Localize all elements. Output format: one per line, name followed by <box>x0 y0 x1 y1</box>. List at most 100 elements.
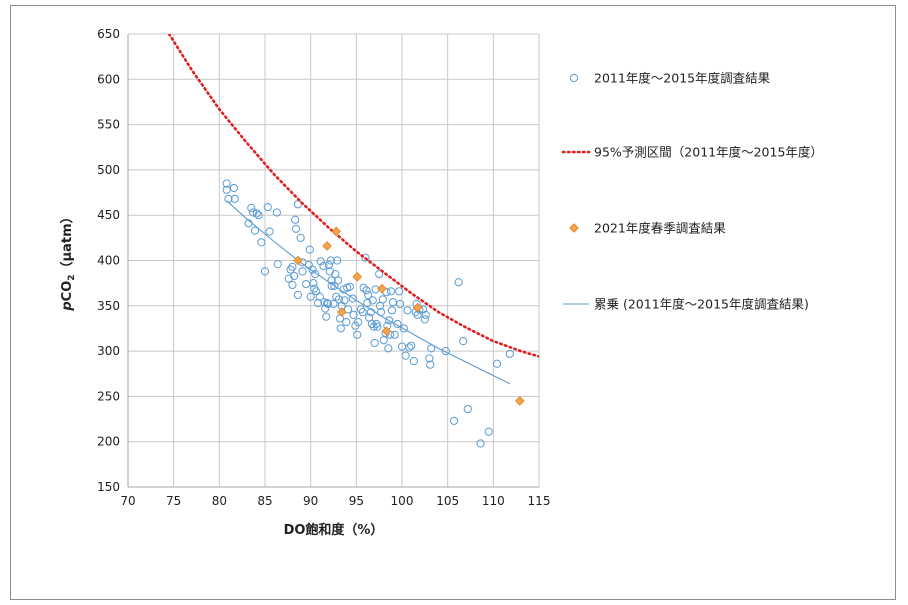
data-point-survey-2011-2015 <box>405 343 414 352</box>
data-point-survey-2011-2015 <box>409 356 418 366</box>
y-axis-title-subscript: 2 <box>67 274 77 280</box>
data-point-survey-2011-2015 <box>321 304 330 313</box>
y-axis-title: pCO2（µatm） <box>59 210 77 311</box>
data-point-survey-2011-2015 <box>425 354 434 363</box>
y-tick-label: 650 <box>97 27 120 41</box>
x-tick-label: 90 <box>303 494 318 508</box>
data-point-spring-2021 <box>331 226 342 237</box>
chart-frame: 70 75 80 85 90 95 100 105 110 115 150 200 250 300 350… <box>10 5 896 600</box>
data-point-spring-2021 <box>412 302 423 313</box>
data-point-survey-2011-2015 <box>291 215 300 224</box>
data-point-survey-2011-2015 <box>370 338 379 348</box>
data-point-survey-2011-2015 <box>254 211 263 220</box>
data-point-survey-2011-2015 <box>459 337 468 346</box>
y-tick-label: 500 <box>97 163 120 177</box>
data-point-survey-2011-2015 <box>333 256 342 265</box>
data-point-survey-2011-2015 <box>344 305 353 314</box>
data-point-survey-2011-2015 <box>263 202 272 212</box>
data-point-survey-2011-2015 <box>310 284 319 293</box>
data-point-survey-2011-2015 <box>449 416 459 425</box>
y-axis-title-italic: p <box>60 301 75 311</box>
data-point-survey-2011-2015 <box>257 238 266 247</box>
data-marks <box>167 34 539 448</box>
legend-item: 2021年度春季調査結果 <box>569 221 726 236</box>
data-point-survey-2011-2015 <box>296 233 305 242</box>
data-point-spring-2021 <box>515 396 525 406</box>
y-tick-label: 550 <box>97 118 120 132</box>
x-axis-title: DO飽和度（%） <box>284 522 384 538</box>
data-point-survey-2011-2015 <box>323 299 333 309</box>
x-tick-label: 75 <box>166 494 181 508</box>
data-point-survey-2011-2015 <box>290 271 299 281</box>
data-point-survey-2011-2015 <box>323 298 332 308</box>
data-point-survey-2011-2015 <box>385 316 394 325</box>
data-point-survey-2011-2015 <box>492 359 502 368</box>
data-point-survey-2011-2015 <box>399 324 408 333</box>
data-point-spring-2021 <box>336 307 347 317</box>
x-axis-ticks: 70 75 80 85 90 95 100 105 110 115 <box>120 494 550 508</box>
data-point-survey-2011-2015 <box>401 351 410 360</box>
data-point-survey-2011-2015 <box>420 315 429 324</box>
x-tick-label: 85 <box>257 494 272 508</box>
data-point-survey-2011-2015 <box>322 312 331 321</box>
data-point-survey-2011-2015 <box>454 278 463 287</box>
data-point-survey-2011-2015 <box>395 287 404 296</box>
data-point-survey-2011-2015 <box>403 306 412 315</box>
data-point-spring-2021 <box>322 241 332 251</box>
y-axis-title-unit: （µatm） <box>59 210 75 274</box>
data-point-survey-2011-2015 <box>222 185 231 194</box>
data-point-survey-2011-2015 <box>302 279 311 289</box>
data-point-survey-2011-2015 <box>362 286 371 295</box>
data-point-survey-2011-2015 <box>324 260 334 270</box>
data-point-survey-2011-2015 <box>230 194 239 203</box>
grid-lines <box>127 33 540 488</box>
data-point-survey-2011-2015 <box>342 318 351 327</box>
data-point-survey-2011-2015 <box>329 299 338 309</box>
y-axis-title-main: CO <box>60 281 75 302</box>
data-point-survey-2011-2015 <box>379 336 388 345</box>
data-point-survey-2011-2015 <box>505 349 514 358</box>
data-point-survey-2011-2015 <box>368 296 377 305</box>
data-point-survey-2011-2015 <box>441 347 450 356</box>
data-point-survey-2011-2015 <box>421 310 430 319</box>
y-tick-label: 450 <box>97 208 120 222</box>
data-point-spring-2021 <box>352 272 363 282</box>
data-point-survey-2011-2015 <box>336 324 345 333</box>
data-point-survey-2011-2015 <box>250 226 260 235</box>
data-point-survey-2011-2015 <box>426 360 435 369</box>
data-point-survey-2011-2015 <box>373 322 382 331</box>
data-point-survey-2011-2015 <box>291 224 301 233</box>
data-point-survey-2011-2015 <box>311 269 320 279</box>
legend-label: 2021年度春季調査結果 <box>594 221 726 236</box>
data-point-survey-2011-2015 <box>463 404 472 414</box>
legend-item: 2011年度～2015年度調査結果 <box>569 71 771 86</box>
data-point-spring-2021 <box>377 283 387 294</box>
data-point-survey-2011-2015 <box>305 245 314 254</box>
data-point-survey-2011-2015 <box>356 305 365 314</box>
data-point-survey-2011-2015 <box>407 341 416 350</box>
data-point-survey-2011-2015 <box>247 203 256 213</box>
data-point-survey-2011-2015 <box>309 279 318 288</box>
y-tick-label: 300 <box>97 344 120 358</box>
data-point-survey-2011-2015 <box>359 283 368 292</box>
x-tick-label: 100 <box>391 494 414 508</box>
data-point-survey-2011-2015 <box>288 262 297 271</box>
data-point-survey-2011-2015 <box>333 276 343 285</box>
y-tick-label: 600 <box>97 72 120 86</box>
data-point-survey-2011-2015 <box>364 290 373 300</box>
legend-label: 累乗 (2011年度～2015年度調査結果) <box>594 297 809 312</box>
data-point-survey-2011-2015 <box>484 427 493 436</box>
data-point-survey-2011-2015 <box>354 318 363 327</box>
data-point-survey-2011-2015 <box>288 280 297 290</box>
legend-marker-diamond <box>569 223 579 233</box>
data-point-survey-2011-2015 <box>371 285 380 294</box>
data-point-survey-2011-2015 <box>332 292 341 301</box>
data-point-survey-2011-2015 <box>293 200 302 209</box>
data-point-spring-2021 <box>293 255 303 266</box>
y-tick-label: 150 <box>97 480 120 494</box>
power-trend-line <box>226 200 511 385</box>
data-point-survey-2011-2015 <box>304 260 313 270</box>
data-point-survey-2011-2015 <box>315 292 324 301</box>
data-point-survey-2011-2015 <box>387 306 397 315</box>
x-tick-label: 110 <box>482 494 505 508</box>
